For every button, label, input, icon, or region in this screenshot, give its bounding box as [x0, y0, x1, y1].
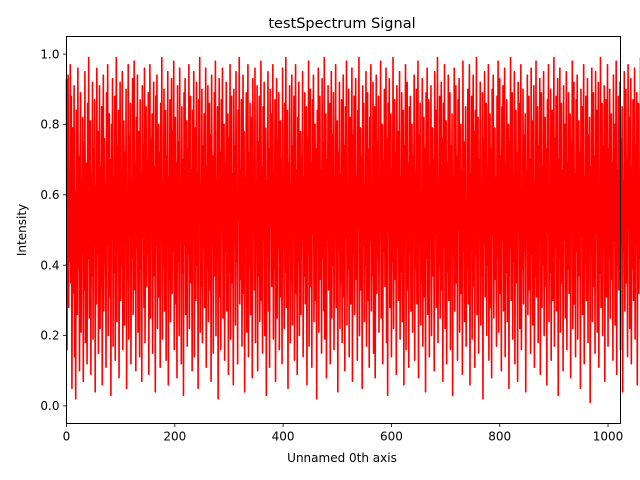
chart-title: testSpectrum Signal: [268, 16, 415, 32]
y-tick-label: 0.4: [40, 258, 59, 272]
series-line: [65, 56, 640, 404]
x-tick-label: 0: [63, 430, 71, 444]
x-axis-label: Unnamed 0th axis: [287, 451, 397, 465]
y-tick-label: 0.8: [40, 118, 59, 132]
x-tick-label: 800: [488, 430, 511, 444]
x-tick-label: 600: [380, 430, 403, 444]
y-axis: 0.0 0.2 0.4 0.6 0.8 1.0: [40, 47, 67, 413]
x-tick-label: 1000: [593, 430, 624, 444]
x-tick-label: 400: [272, 430, 295, 444]
axes-frame: [66, 36, 621, 424]
y-tick-label: 0.2: [40, 329, 59, 343]
series-layer: [65, 56, 640, 404]
y-tick-label: 0.0: [40, 399, 59, 413]
x-axis: 0 200 400 600 800 1000: [63, 423, 624, 444]
y-tick-label: 1.0: [40, 47, 59, 61]
x-tick-label: 200: [163, 430, 186, 444]
plot-area: [65, 36, 640, 424]
y-axis-label: Intensity: [15, 204, 29, 256]
y-tick-label: 0.6: [40, 188, 59, 202]
